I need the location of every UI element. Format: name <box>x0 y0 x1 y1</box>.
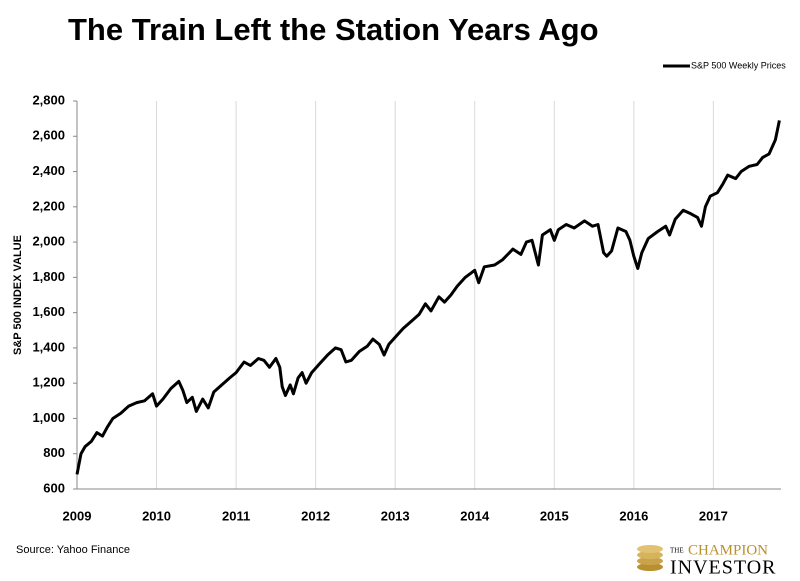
y-axis-label: S&P 500 INDEX VALUE <box>12 235 24 355</box>
y-tick-label: 1,000 <box>32 410 65 425</box>
source-note: Source: Yahoo Finance <box>16 544 130 556</box>
y-tick-label: 1,800 <box>32 269 65 284</box>
y-tick-label: 2,800 <box>32 92 65 107</box>
x-tick-label: 2009 <box>63 508 92 523</box>
logo-text: INVESTOR <box>670 557 777 579</box>
x-tick-label: 2012 <box>301 508 330 523</box>
y-tick-label: 2,200 <box>32 198 65 213</box>
y-tick-label: 2,000 <box>32 234 65 249</box>
x-tick-label: 2013 <box>381 508 410 523</box>
logo: THE CHAMPION INVESTOR <box>637 542 777 579</box>
chart-title: The Train Left the Station Years Ago <box>68 12 599 47</box>
logo-text: THE <box>670 547 684 555</box>
y-tick-label: 1,200 <box>32 375 65 390</box>
y-tick-label: 2,400 <box>32 163 65 178</box>
y-tick-label: 600 <box>43 480 65 495</box>
y-tick-label: 1,600 <box>32 304 65 319</box>
y-tick-label: 2,600 <box>32 128 65 143</box>
x-tick-label: 2017 <box>699 508 728 523</box>
price-line <box>75 120 781 475</box>
legend-label: S&P 500 Weekly Prices <box>691 60 786 70</box>
y-tick-label: 800 <box>43 445 65 460</box>
x-tick-label: 2010 <box>142 508 171 523</box>
x-tick-label: 2014 <box>460 508 490 523</box>
x-tick-label: 2015 <box>540 508 569 523</box>
y-tick-label: 1,400 <box>32 339 65 354</box>
x-tick-label: 2011 <box>222 508 250 523</box>
x-tick-label: 2016 <box>619 508 648 523</box>
logo-text: CHAMPION <box>688 542 768 558</box>
